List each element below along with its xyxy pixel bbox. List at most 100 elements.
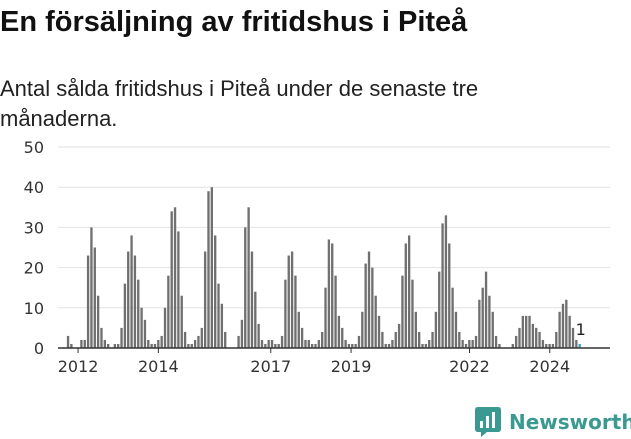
bar [381,331,384,348]
bar [210,187,213,348]
bar [424,343,428,348]
bar [217,283,220,348]
bar [274,343,277,348]
bar [414,311,417,348]
bar [468,339,471,348]
bar [237,335,240,348]
bar [287,255,290,348]
bar [578,343,581,348]
bar [364,263,367,348]
data-label: 1 [576,320,586,339]
bar [394,331,397,348]
newsworthy-brand[interactable]: Newsworthy [475,406,631,438]
x-tick-label: 2024 [529,357,570,375]
chart-subtitle: Antal sålda fritidshus i Piteå under de … [0,76,479,131]
bar [277,343,280,348]
brand-name: Newsworthy [509,410,631,434]
bar [224,331,227,348]
bar [117,343,120,348]
bar [518,327,521,348]
bar [183,331,187,348]
bar [531,323,535,348]
x-tick-label: 2022 [449,357,490,375]
bar [434,311,438,348]
bar [575,339,578,348]
bar [511,343,514,348]
bar [404,243,407,348]
bar [297,311,300,348]
x-tick-label: 2012 [58,357,99,375]
bar [143,319,147,348]
bar [411,279,414,348]
bar [157,339,160,348]
bar [331,243,334,348]
y-tick-label: 20 [24,259,44,278]
bar [140,307,143,348]
bar [444,215,448,348]
bar [565,299,568,348]
bar [461,339,464,348]
bar [150,343,153,348]
bar [431,331,434,348]
bar [153,343,157,348]
bar [551,343,555,348]
bar [327,239,331,348]
bar-chart: 0 10 20 30 40 50 1 2012 2014 2017 2019 2022 2024 [24,138,610,375]
bar [384,343,387,348]
bar [250,251,254,348]
bar [448,243,451,348]
y-tick-label: 50 [24,138,44,157]
bar [321,331,324,348]
bar [371,267,374,348]
bar [377,315,381,348]
bar [488,295,491,348]
bar [528,315,531,348]
bar [397,323,401,348]
x-tick-label: 2019 [331,357,372,375]
bar [334,275,337,348]
bar [535,327,538,348]
bar [177,231,180,348]
bar [324,287,327,348]
bar [294,275,297,348]
bar [421,343,424,348]
bar [538,331,541,348]
bar [137,279,140,348]
y-tick-label: 10 [24,299,44,318]
bar [458,331,461,348]
bar [474,335,478,348]
bar [173,207,177,348]
bar [541,339,545,348]
bar [270,339,274,348]
bar [391,339,394,348]
bar [103,339,106,348]
bar [200,327,203,348]
bar [300,327,304,348]
bar [197,335,200,348]
bar [120,327,123,348]
bar [130,235,133,348]
bar [428,339,431,348]
bar [190,343,193,348]
bar [314,343,317,348]
bar [167,275,170,348]
chart-title: En försäljning av fritidshus i Piteå [0,6,468,38]
bar [247,207,250,348]
bar [80,339,83,348]
bar [571,327,575,348]
bar [344,339,347,348]
bar [521,315,525,348]
bar [418,331,421,348]
bar [133,255,137,348]
bar [147,339,150,348]
bar [203,251,207,348]
bar [347,343,351,348]
bar [454,311,458,348]
bar [207,191,210,348]
newsworthy-logo-icon [475,407,501,437]
bar [66,335,70,348]
bar [93,247,96,348]
bar [317,339,321,348]
bar [401,275,404,348]
bar [90,227,93,348]
